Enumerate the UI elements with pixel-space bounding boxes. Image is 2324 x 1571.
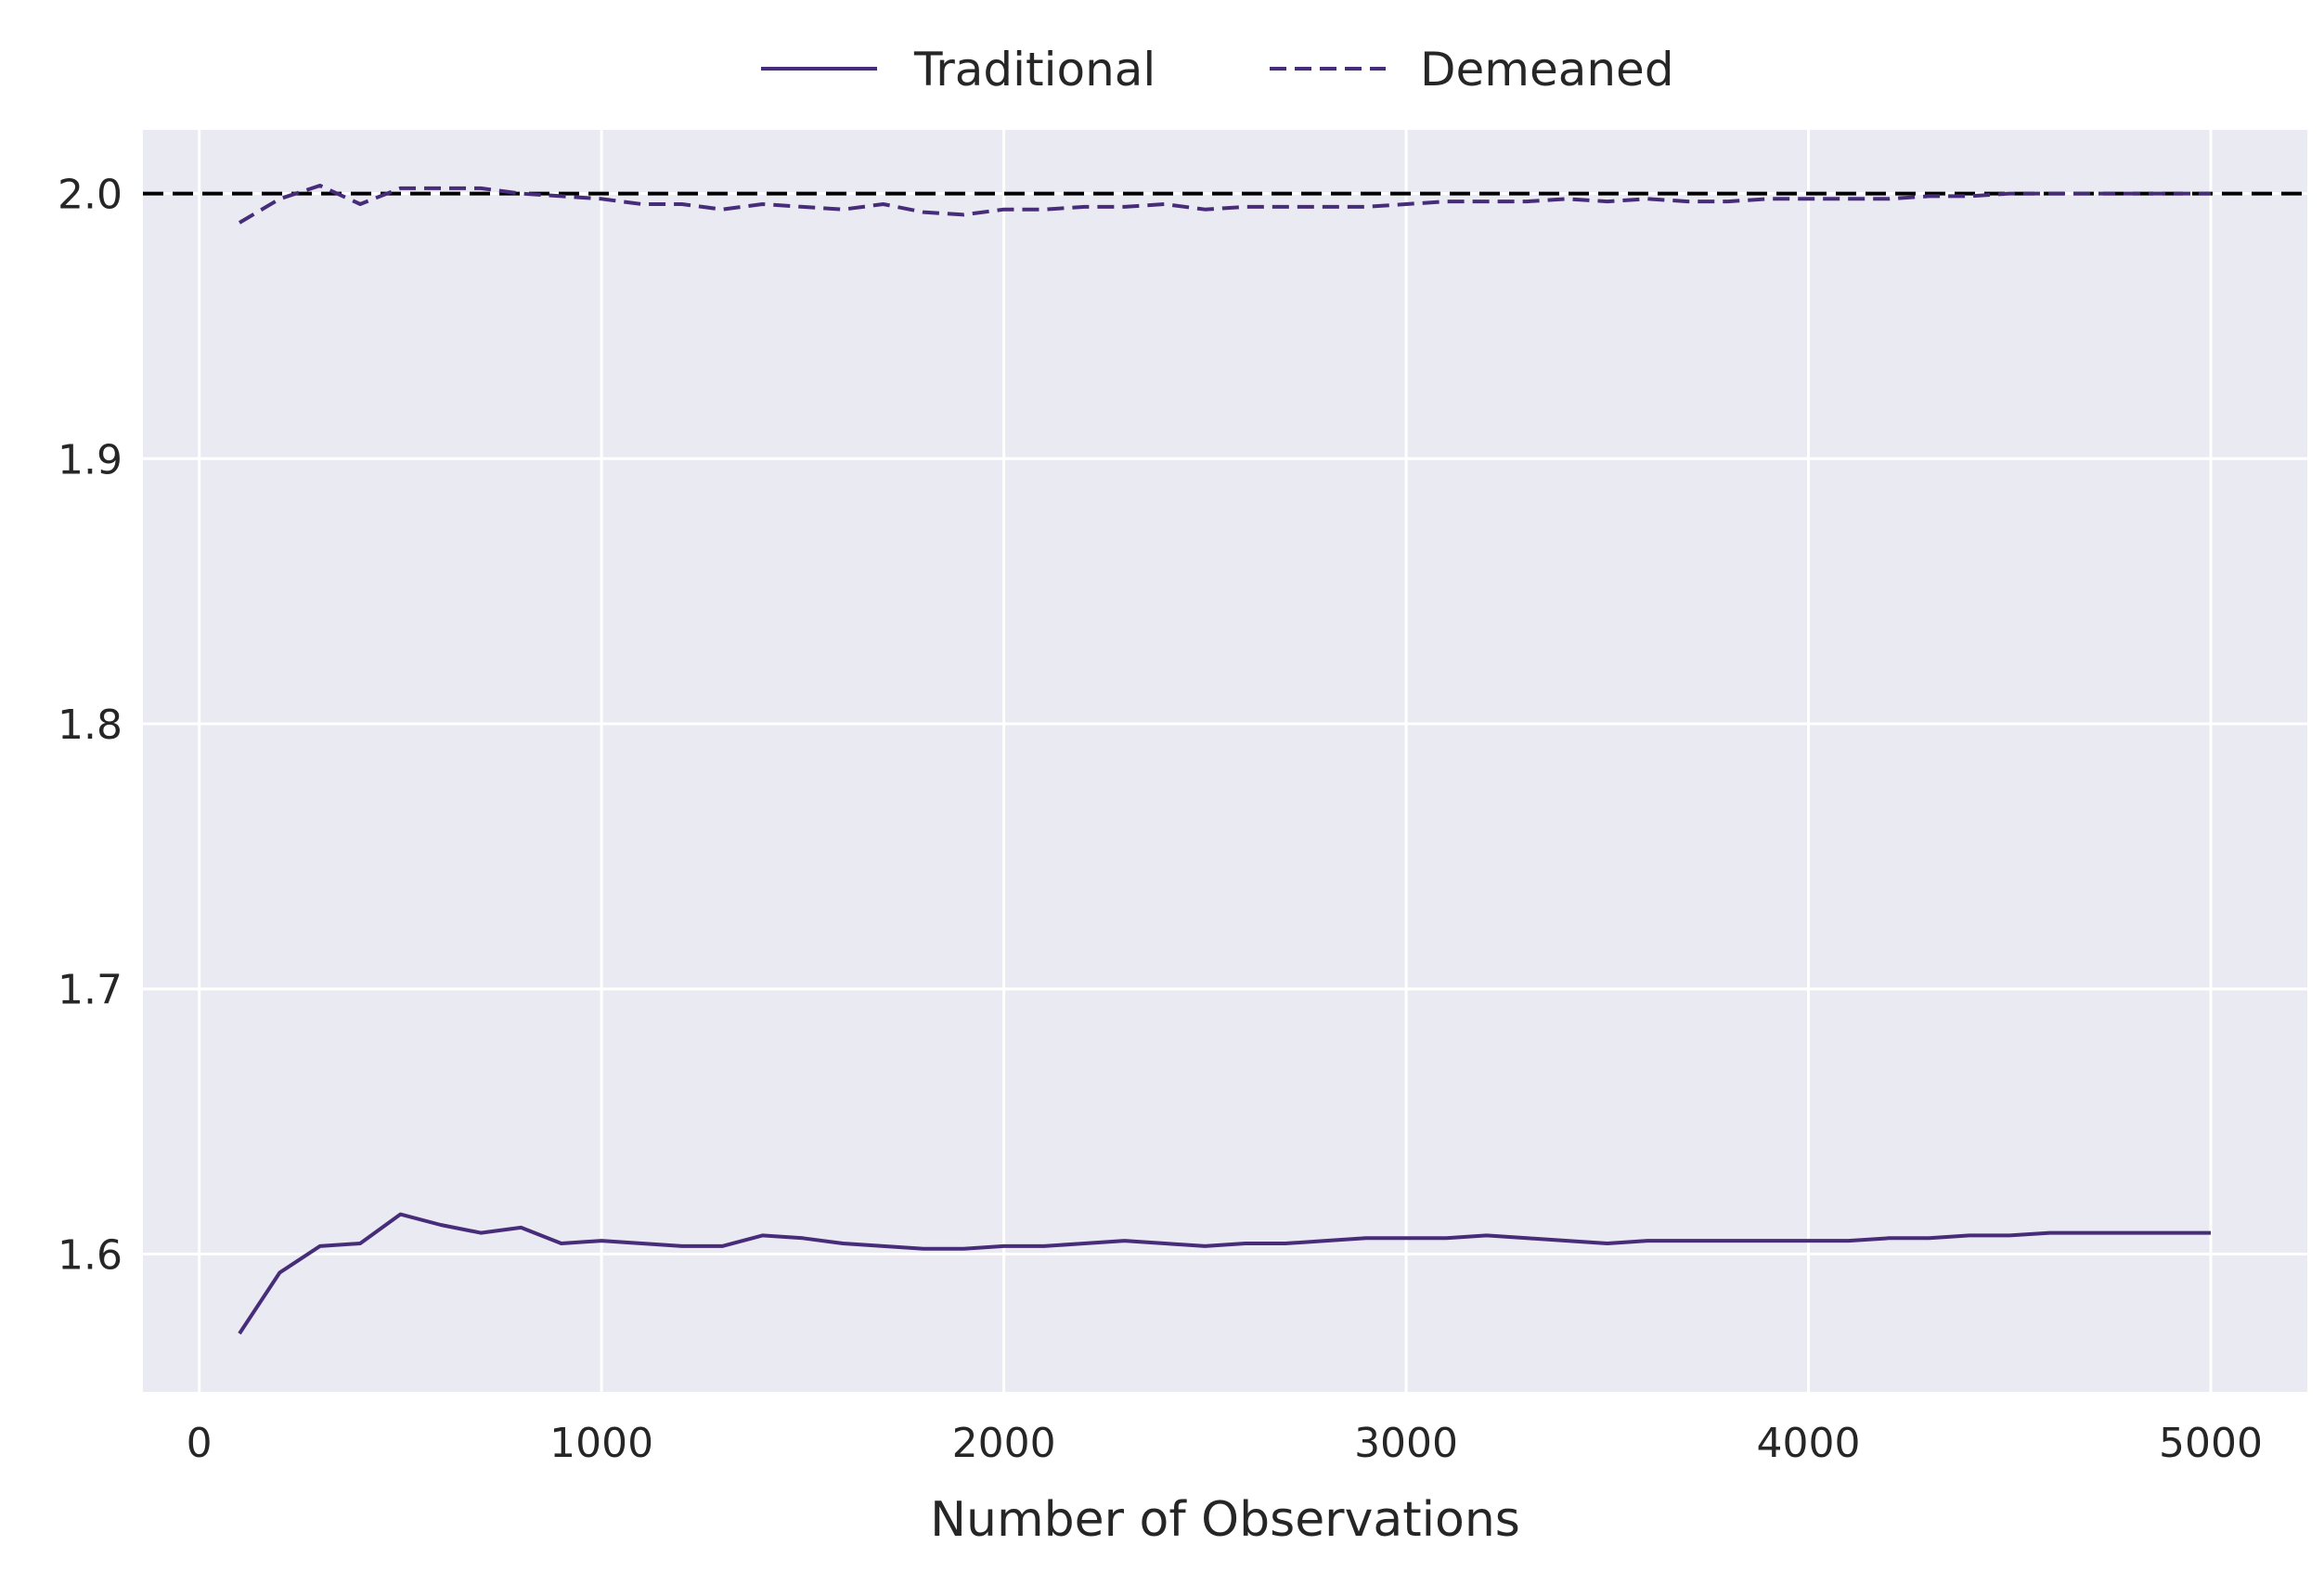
x-tick-label: 2000: [952, 1420, 1056, 1467]
y-tick-label: 1.9: [58, 436, 123, 483]
y-tick-labels: 1.6 1.7 1.8 1.9 2.0: [58, 172, 123, 1280]
x-tick-label: 5000: [2159, 1420, 2263, 1467]
y-tick-label: 1.7: [58, 967, 123, 1014]
x-tick-label: 1000: [549, 1420, 653, 1467]
x-tick-label: 0: [187, 1420, 213, 1467]
x-tick-labels: 0 1000 2000 3000 4000 5000: [187, 1420, 2263, 1467]
x-tick-label: 3000: [1354, 1420, 1458, 1467]
y-tick-label: 1.8: [58, 702, 123, 749]
y-tick-label: 2.0: [58, 172, 123, 219]
series-line-demeaned: [238, 184, 2211, 225]
y-tick-label: 1.6: [58, 1231, 123, 1279]
plot-background: [143, 130, 2307, 1392]
series-line-traditional: [238, 1212, 2211, 1335]
legend: Traditional Demeaned: [761, 43, 1674, 97]
legend-label-traditional: Traditional: [913, 43, 1156, 97]
x-axis-label: Number of Observations: [930, 1492, 1520, 1548]
x-tick-label: 4000: [1757, 1420, 1861, 1467]
series-lines: [238, 184, 2211, 1335]
legend-label-demeaned: Demeaned: [1420, 43, 1674, 97]
